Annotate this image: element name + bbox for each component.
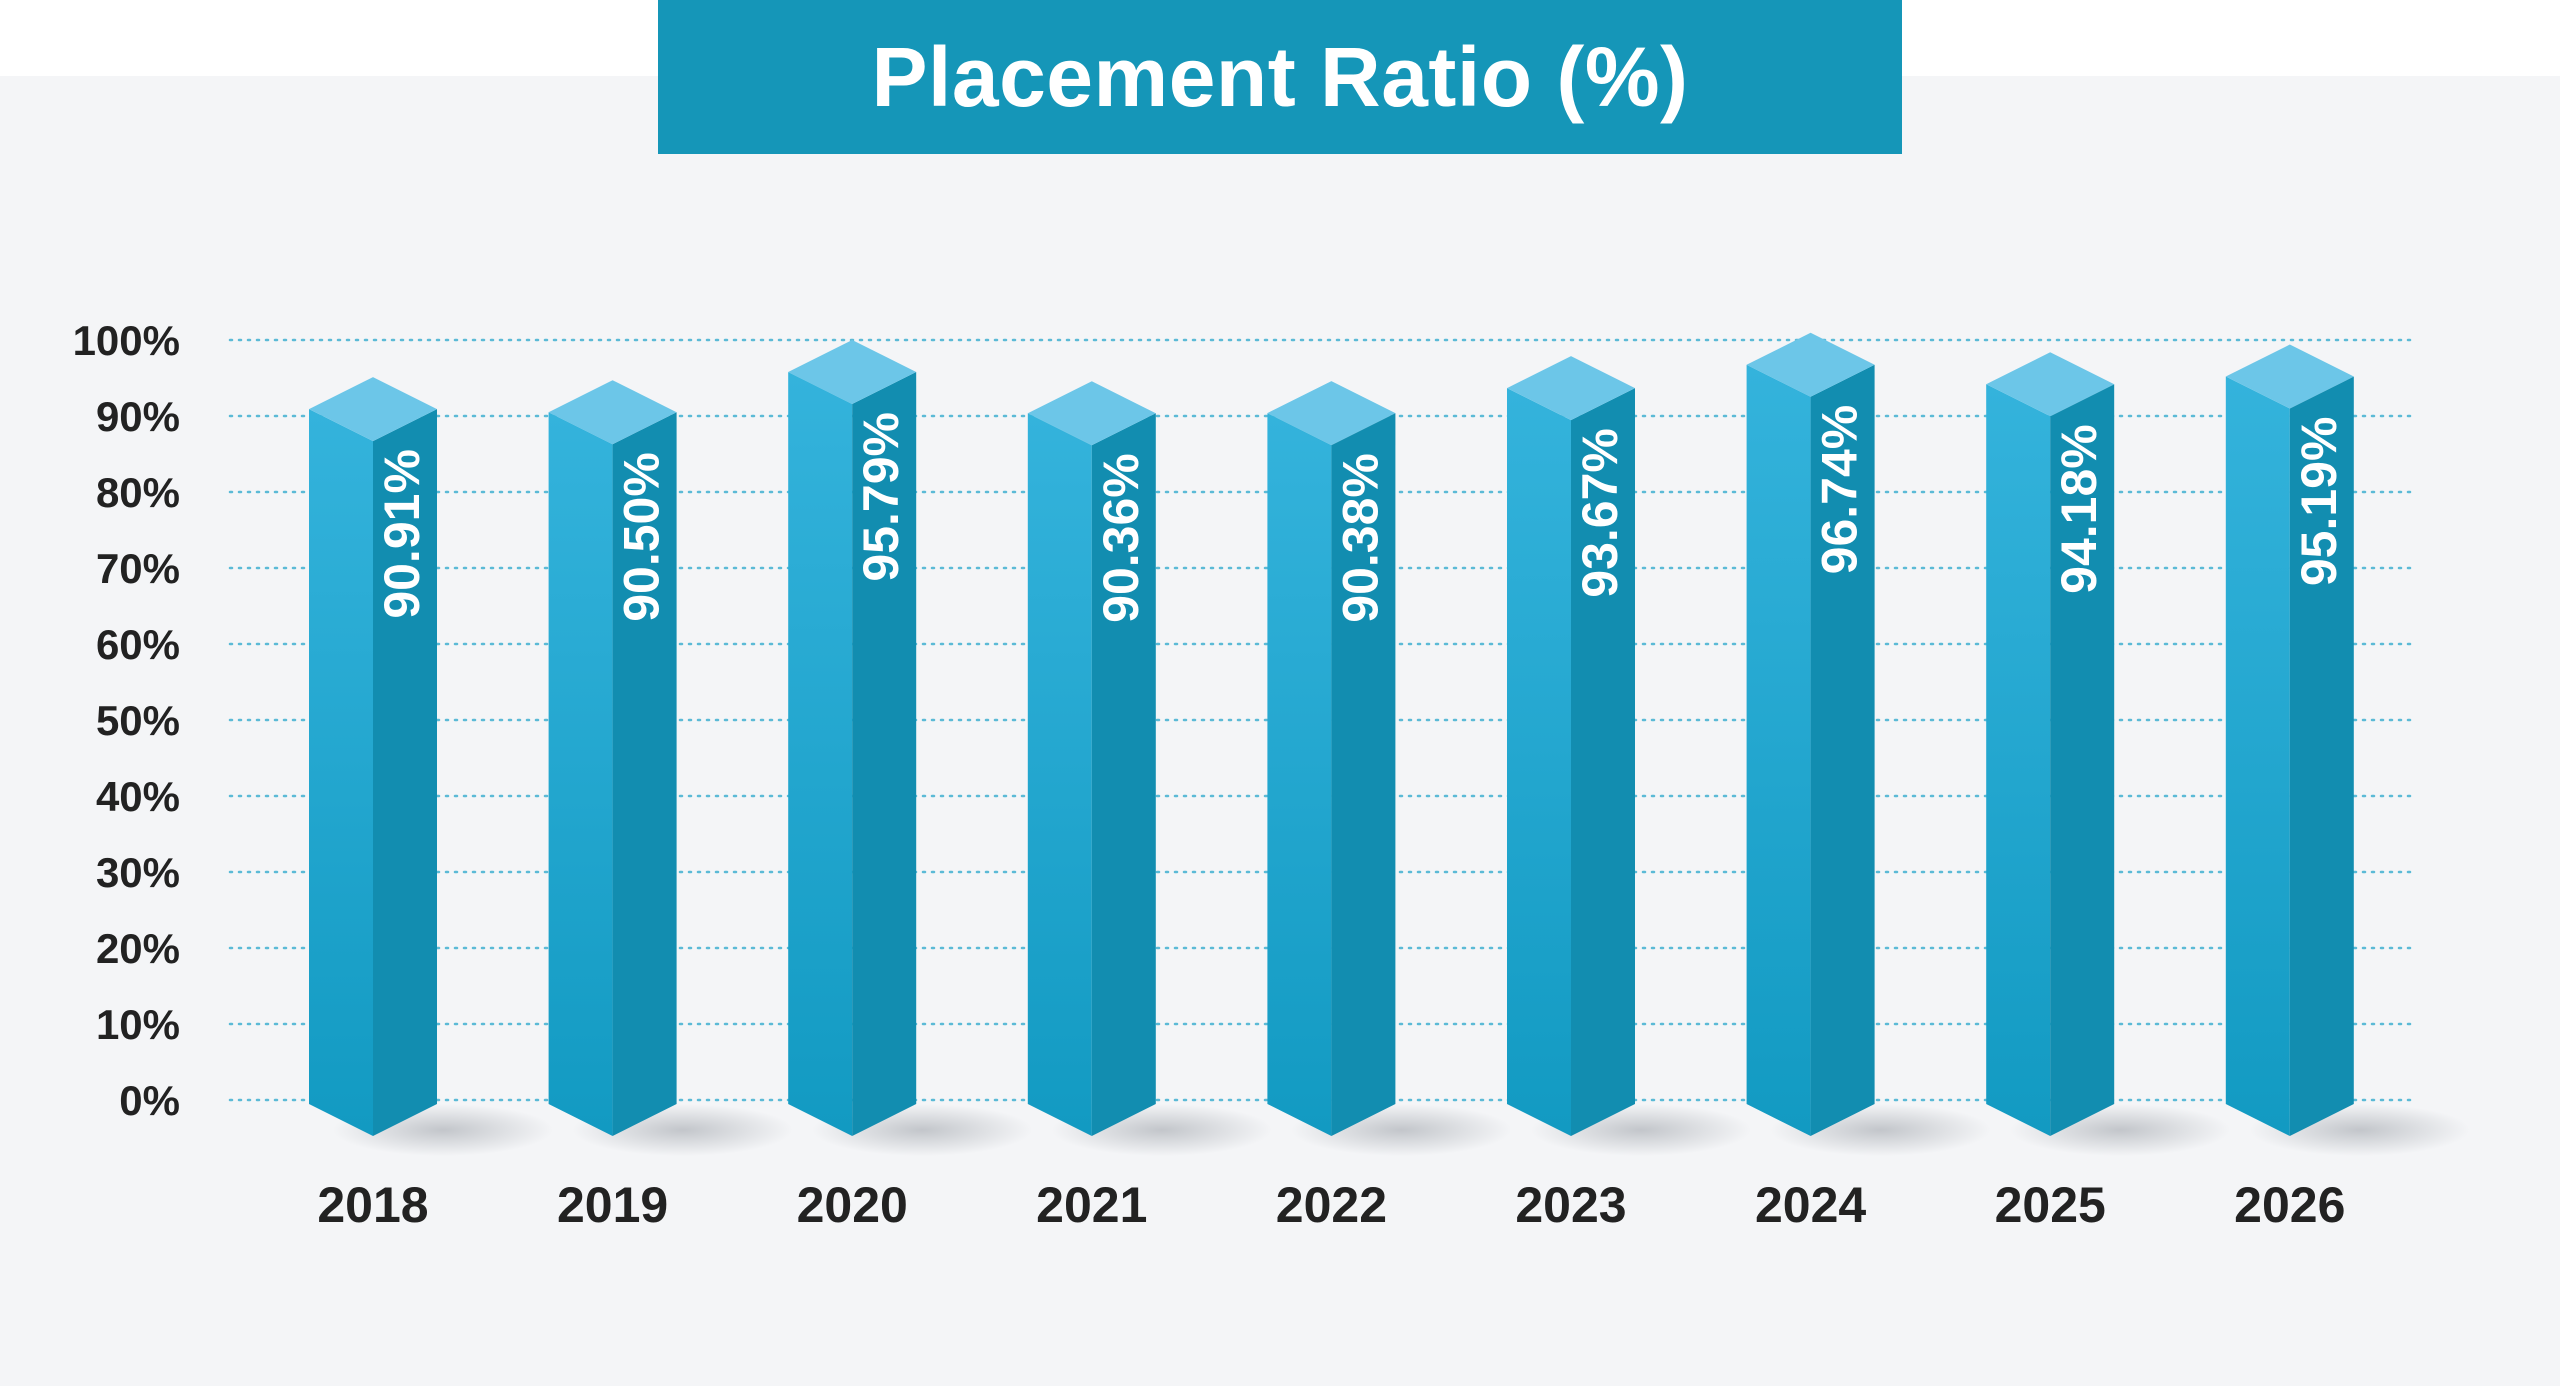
bar: 95.79% [788, 339, 917, 1137]
bar: 90.36% [1027, 381, 1156, 1136]
y-tick-label: 10% [96, 1001, 180, 1048]
bar-value-label: 90.36% [1093, 453, 1149, 623]
y-tick-label: 30% [96, 849, 180, 896]
bar-right-face [2050, 384, 2115, 1136]
bar-left-face [2225, 376, 2290, 1136]
y-tick-label: 80% [96, 469, 180, 516]
bar-left-face [788, 371, 853, 1137]
bar-left-face [1267, 413, 1332, 1136]
bar-top-face [1986, 352, 2115, 417]
y-tick-label: 100% [73, 317, 180, 364]
bar-top-face [1267, 381, 1396, 446]
bar-right-face [1331, 413, 1396, 1136]
bar-left-face [1027, 413, 1092, 1136]
bar-left-face [548, 412, 613, 1136]
bar-left-face [1986, 384, 2051, 1136]
title-banner: Placement Ratio (%) [658, 0, 1902, 154]
x-category-label: 2021 [1036, 1177, 1147, 1233]
x-category-label: 2020 [797, 1177, 908, 1233]
y-tick-label: 70% [96, 545, 180, 592]
bar-value-label: 90.91% [374, 449, 430, 619]
y-tick-label: 50% [96, 697, 180, 744]
y-tick-label: 0% [119, 1077, 180, 1124]
bar: 96.74% [1746, 332, 1875, 1136]
bar-value-label: 90.38% [1332, 453, 1388, 623]
y-tick-label: 40% [96, 773, 180, 820]
x-category-label: 2026 [2234, 1177, 2345, 1233]
bar-top-face [788, 339, 917, 404]
bar-value-label: 94.18% [2051, 424, 2107, 594]
bar: 90.91% [309, 377, 437, 1137]
bar-top-face [548, 380, 677, 445]
bar: 94.18% [1986, 352, 2115, 1136]
bar-value-label: 95.19% [2291, 417, 2347, 587]
bar-right-face [1571, 388, 1635, 1136]
bar: 93.67% [1507, 356, 1635, 1136]
bar-value-label: 96.74% [1812, 405, 1868, 575]
bar-right-face [373, 409, 437, 1137]
x-category-label: 2022 [1276, 1177, 1387, 1233]
bar-value-label: 95.79% [853, 412, 909, 582]
bar-right-face [1091, 413, 1156, 1136]
bar: 90.50% [548, 380, 677, 1136]
bar-top-face [1507, 356, 1635, 421]
bar-left-face [1507, 388, 1571, 1136]
x-category-label: 2024 [1755, 1177, 1866, 1233]
x-category-label: 2018 [317, 1177, 428, 1233]
bar-right-face [612, 412, 677, 1136]
bar-value-label: 93.67% [1572, 428, 1628, 598]
bar-right-face [1810, 364, 1875, 1136]
bar: 95.19% [2225, 344, 2354, 1136]
bar-value-label: 90.50% [614, 452, 670, 622]
bar-top-face [2225, 344, 2354, 409]
bar-right-face [2289, 376, 2354, 1136]
bar: 90.38% [1267, 381, 1396, 1136]
x-category-label: 2019 [557, 1177, 668, 1233]
x-category-label: 2025 [1995, 1177, 2106, 1233]
x-category-label: 2023 [1515, 1177, 1626, 1233]
chart-title: Placement Ratio (%) [871, 29, 1689, 124]
bar-right-face [852, 371, 917, 1137]
bar-left-face [309, 409, 373, 1137]
y-tick-label: 20% [96, 925, 180, 972]
y-tick-label: 60% [96, 621, 180, 668]
bar-top-face [1027, 381, 1156, 446]
y-tick-label: 90% [96, 393, 180, 440]
bar-top-face [1746, 332, 1875, 397]
bar-left-face [1746, 364, 1811, 1136]
bar-top-face [309, 377, 437, 442]
